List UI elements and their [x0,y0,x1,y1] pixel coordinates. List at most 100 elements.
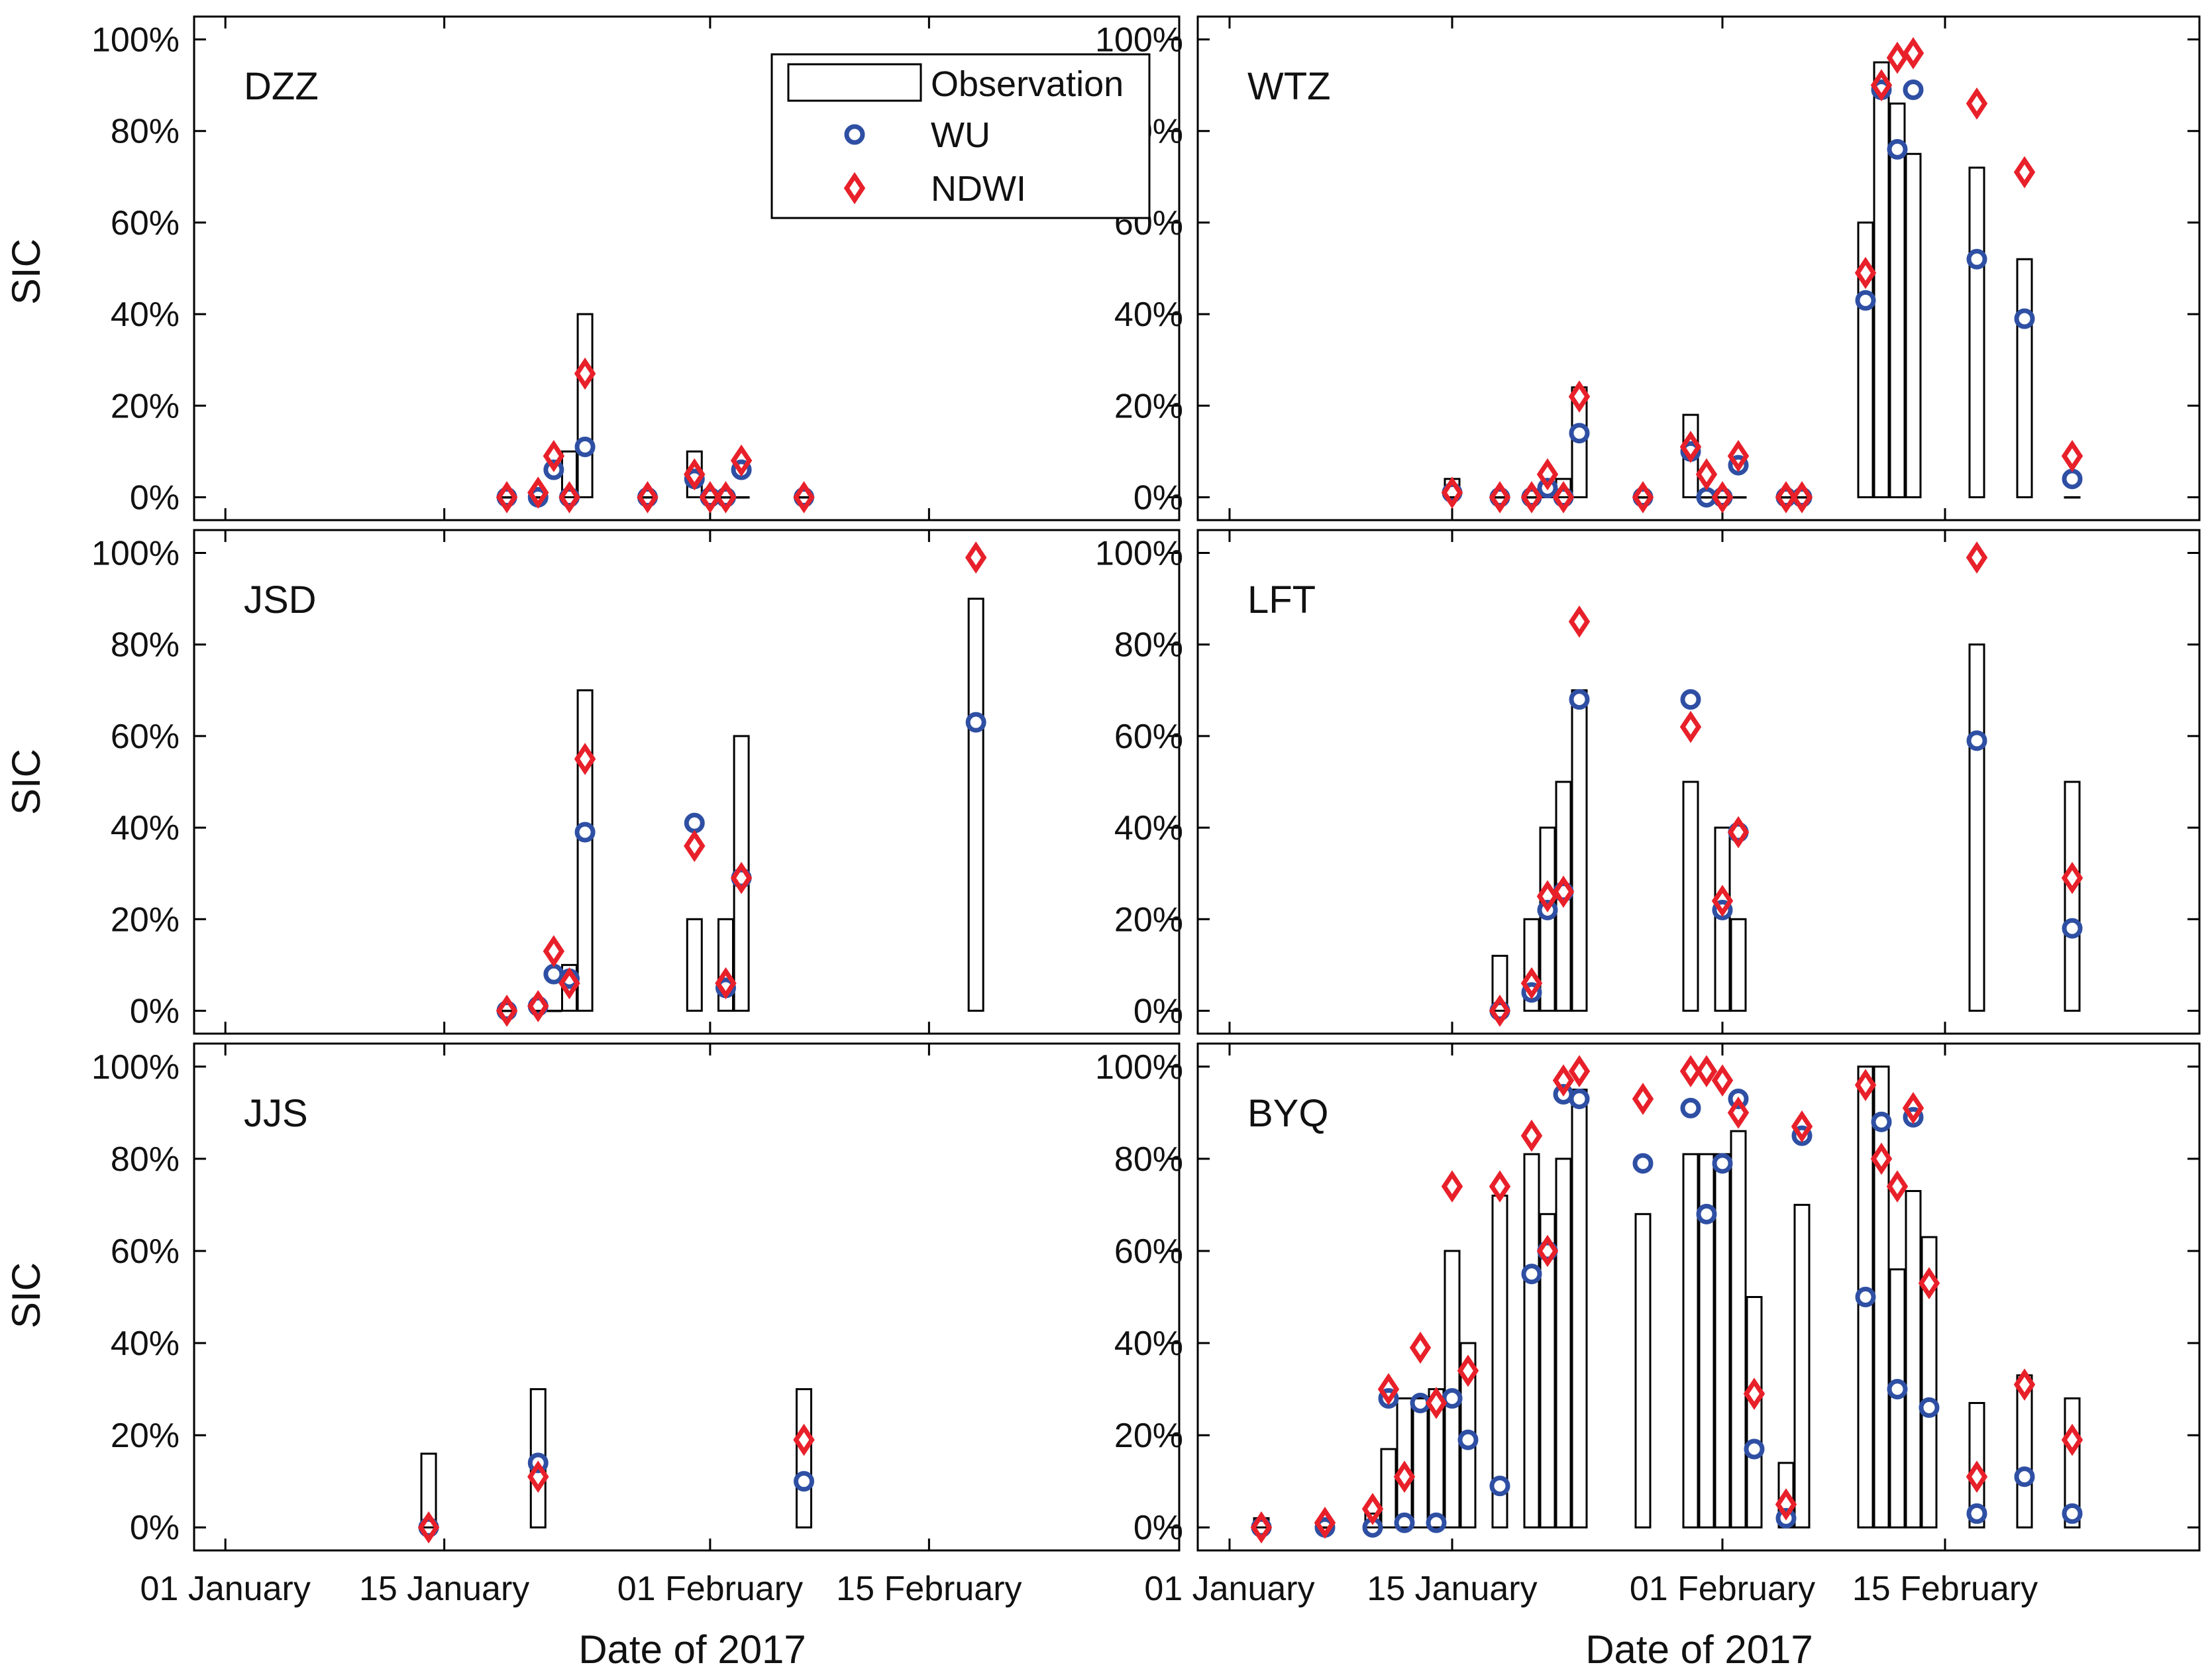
wu-point [2062,1503,2083,1524]
y-tick-label-jsd: 0% [130,992,180,1030]
ndwi-point [1854,256,1877,290]
panel-wtz: 0%20%40%60%80%100%WTZ [1095,15,2201,521]
ndwi-point [1314,1506,1336,1539]
ndwi-point [1679,1055,1702,1088]
observation-bar [420,1452,437,1529]
y-tick-label-lft: 100% [1095,535,1183,573]
x-tick-label-jjs: 01 January [140,1570,311,1608]
y-tick-label-jsd: 40% [111,809,180,847]
observation-bar [796,1388,813,1529]
wu-point [1855,1287,1876,1307]
y-tick-label-jsd: 80% [111,626,180,665]
ndwi-point [1966,1460,1988,1493]
ndwi-point [1902,1092,1924,1124]
observation-bar [545,1009,562,1012]
observation-bar [1698,1153,1715,1529]
ndwi-point [1886,41,1909,74]
ndwi-point [1743,1378,1765,1410]
ndwi-point [1870,1142,1893,1175]
wu-point [1744,1438,1765,1460]
observation-bar [1730,1130,1747,1529]
ndwi-point [1791,481,1813,514]
wu-point [1426,1512,1447,1533]
x-tick-label-byq: 01 January [1144,1570,1314,1608]
ndwi-point [527,990,549,1022]
ndwi-point [1552,481,1575,514]
ndwi-point [2013,156,2036,189]
panel-label-lft: LFT [1247,578,1316,622]
observation-bar [576,313,594,498]
ndwi-point [1552,1064,1575,1097]
y-axis-title-row-3: SIC [4,1262,48,1328]
y-tick-label-lft: 40% [1114,809,1183,847]
panel-frame-jsd [193,529,1181,1035]
ndwi-point [1409,1331,1432,1364]
observation-bar [1905,1190,1922,1529]
wu-point [1728,455,1749,476]
panel-frame-lft [1196,529,2201,1035]
y-tick-label-dzz: 80% [111,113,180,151]
ndwi-point [699,481,721,514]
wu-point [574,436,596,457]
wu-point [1903,1107,1924,1128]
legend-ndwi-marker [843,172,866,205]
observation-bar [1793,1203,1811,1529]
observation-bar [576,689,594,1012]
panel-frame-wtz [1196,15,2201,521]
wu-point [2062,468,2083,490]
ndwi-point [496,481,518,514]
ndwi-point [1361,1493,1384,1525]
x-axis-title-left: Date of 2017 [578,1627,806,1672]
ndwi-point [1632,1083,1654,1115]
ndwi-point [1520,967,1543,1000]
observation-bar [717,918,735,1012]
wu-point [1378,1388,1399,1409]
ndwi-point [527,1460,549,1493]
ndwi-point [684,458,706,491]
observation-bar [1523,918,1540,1012]
y-tick-label-jjs: 0% [130,1509,180,1547]
ndwi-point [2061,1423,2083,1456]
wu-point [2014,1466,2035,1488]
ndwi-point [1568,1055,1591,1088]
observation-bar [2016,258,2033,498]
y-tick-label-wtz: 40% [1114,296,1183,334]
panel-dzz: 0% 20% 40% 60% 80% 100% DZZ [91,15,1181,521]
wu-point [1871,1111,1892,1132]
observation-bar [1873,61,1890,498]
wu-point [1966,730,1987,751]
wu-point [1569,689,1590,710]
x-tick-label-jjs: 15 January [359,1570,529,1608]
ndwi-point [574,743,596,775]
panel-jjs: 0% 20% 40% 60% 80% 100% 01 January 15 January 01… [91,1042,1181,1608]
ndwi-point [1870,69,1893,101]
observation-bar [1539,1213,1556,1529]
ndwi-point [637,481,658,514]
legend-wu-label: WU [931,115,990,155]
ndwi-point [793,1423,815,1456]
ndwi-point [1711,885,1734,917]
observation-bar [1396,1397,1413,1529]
ndwi-point [1791,1110,1813,1143]
y-tick-label-jjs: 80% [111,1140,180,1179]
wu-point [1489,1476,1510,1497]
panel-lft: 0% 20% 40% 60% 80% 100% LFT [1095,529,2201,1035]
observation-bar [1730,918,1747,1012]
observation-bar [1523,1153,1540,1529]
observation-bar [1634,1213,1652,1529]
observation-bar [2064,1397,2081,1529]
y-tick-label-wtz: 20% [1114,387,1183,425]
ndwi-point [1902,36,1924,70]
ndwi-point [1457,1354,1479,1387]
y-tick-label-dzz: 0% [130,478,180,517]
ndwi-point [1632,481,1654,514]
ndwi-point [1727,439,1750,472]
panel-frame-byq [1196,1042,2201,1552]
wu-point [1712,1153,1733,1174]
observation-bar [1714,1153,1731,1529]
ndwi-point [1441,476,1463,509]
wu-point [1569,423,1590,444]
ndwi-point [793,481,815,514]
y-tick-label-byq: 0% [1133,1509,1183,1547]
